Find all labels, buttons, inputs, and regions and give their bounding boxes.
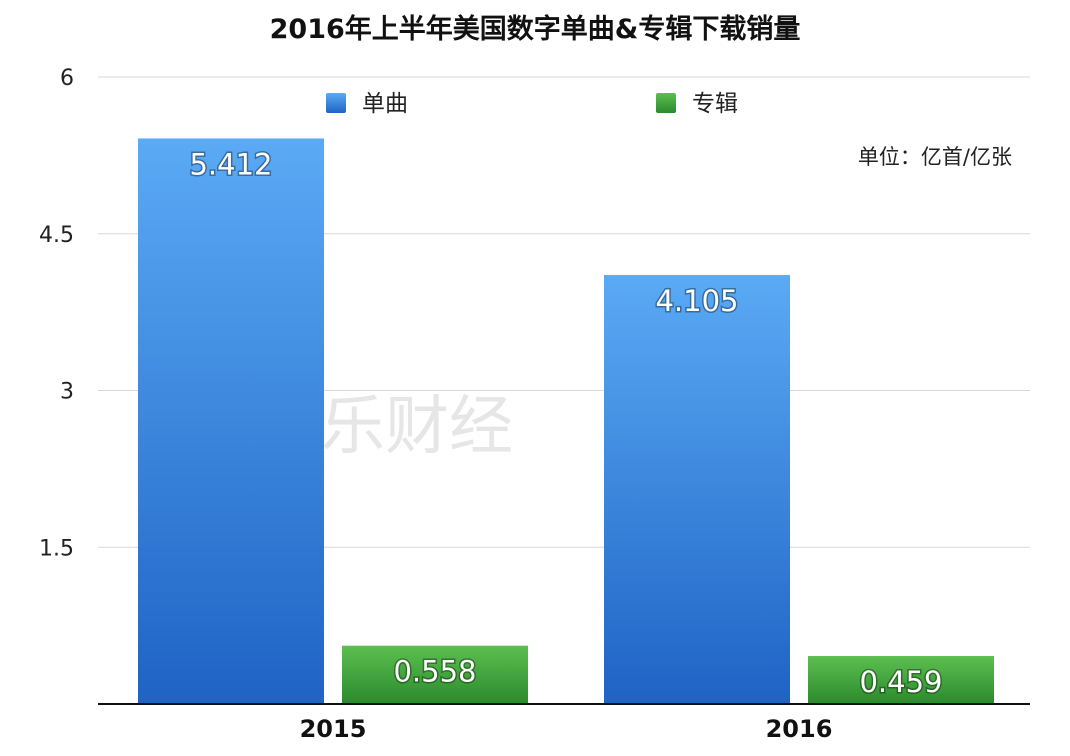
bar-singles-2016	[604, 275, 790, 704]
y-tick-label: 6	[60, 66, 74, 91]
y-tick-label: 3	[60, 380, 74, 405]
value-label-bar-singles-2015: 5.412	[189, 147, 272, 181]
bar-albums-2015	[342, 645, 528, 704]
x-category-label: 2015	[300, 715, 367, 743]
legend-swatch-singles	[326, 93, 346, 113]
bar-albums-2016	[808, 656, 994, 704]
value-labels: 5.412 0.558 4.105 0.459	[188, 146, 944, 701]
x-axis-categories: 2015 2016	[300, 715, 833, 743]
y-tick-label: 4.5	[39, 223, 74, 248]
legend-swatch-albums	[656, 93, 676, 113]
unit-note: 单位：亿首/亿张	[858, 145, 1012, 169]
y-axis-ticks: 1.5 3 4.5 6	[39, 66, 74, 561]
bar-singles-2015	[138, 138, 324, 705]
legend: 单曲 专辑	[326, 91, 738, 117]
chart-title: 2016年上半年美国数字单曲&专辑下载销量	[270, 13, 801, 45]
legend-label-albums: 专辑	[692, 91, 738, 117]
value-label-bar-singles-2016: 4.105	[655, 284, 738, 318]
value-label-bar-albums-2016: 0.459	[859, 665, 942, 699]
value-label-bar-albums-2015: 0.558	[393, 655, 476, 689]
x-category-label: 2016	[766, 715, 833, 743]
bars	[138, 138, 994, 705]
y-tick-label: 1.5	[39, 536, 74, 561]
legend-label-singles: 单曲	[362, 91, 408, 117]
